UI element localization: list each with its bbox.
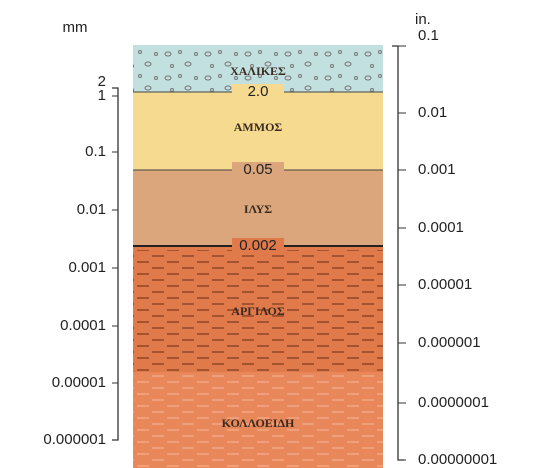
- right-tick-label: 0.000001: [418, 334, 481, 351]
- right-unit: in.: [415, 11, 431, 28]
- left-unit: mm: [63, 19, 88, 36]
- right-tick-label: 0.0000001: [418, 394, 489, 411]
- layer-name: ΙΛΥΣ: [244, 202, 272, 216]
- soil-diagram: mm in. 210.10.010.0010.00010.000010.0000…: [0, 0, 538, 468]
- boundary-label: 0.002: [239, 237, 277, 254]
- right-tick-label: 0.1: [418, 27, 439, 44]
- left-tick-label: 0.01: [77, 201, 106, 218]
- left-tick-label: 1: [98, 87, 106, 104]
- layer-name: ΧΑΛΙΚΕΣ: [230, 64, 286, 78]
- left-tick-label: 0.00001: [52, 374, 106, 391]
- column: [133, 45, 383, 468]
- layer-name: ΚΟΛΛΟΕΙΔΗ: [222, 416, 295, 430]
- left-tick-label: 0.1: [85, 143, 106, 160]
- left-tick-label: 0.001: [68, 259, 106, 276]
- layer-name: ΑΜΜΟΣ: [234, 120, 283, 134]
- right-tick-label: 0.001: [418, 161, 456, 178]
- right-axis: [392, 46, 404, 460]
- left-tick-label: 0.0001: [60, 317, 106, 334]
- right-tick-label: 0.00000001: [418, 451, 497, 468]
- right-tick-label: 0.0001: [418, 219, 464, 236]
- right-tick-label: 0.01: [418, 104, 447, 121]
- boundary-label: 0.05: [243, 161, 272, 178]
- right-tick-label: 0.00001: [418, 276, 472, 293]
- layer-name: ΑΡΓΙΛΟΣ: [231, 304, 285, 318]
- boundary-label: 2.0: [248, 83, 269, 100]
- left-axis: [112, 88, 118, 440]
- left-tick-label: 0.000001: [43, 431, 106, 448]
